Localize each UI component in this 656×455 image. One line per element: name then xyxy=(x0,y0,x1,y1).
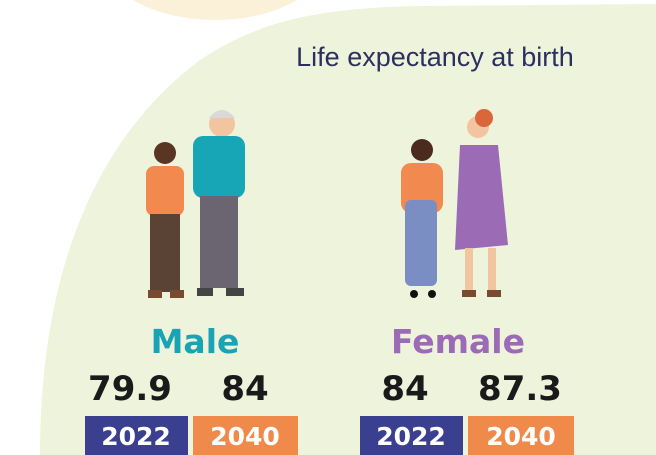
year-label: 2040 xyxy=(210,422,280,451)
group-label: Female xyxy=(391,322,525,361)
man-figure xyxy=(193,110,245,296)
year-label: 2022 xyxy=(101,422,171,451)
value: 84 xyxy=(381,369,428,409)
value: 87.3 xyxy=(478,369,562,409)
year-label: 2022 xyxy=(376,422,446,451)
year-label: 2040 xyxy=(486,422,556,451)
title: Life expectancy at birth xyxy=(296,42,574,72)
value: 84 xyxy=(221,369,268,409)
infographic: Life expectancy at birth Male 79.9 84 20… xyxy=(0,0,656,455)
value: 79.9 xyxy=(88,369,172,409)
background-shape xyxy=(105,0,325,20)
group-label: Male xyxy=(151,322,240,361)
